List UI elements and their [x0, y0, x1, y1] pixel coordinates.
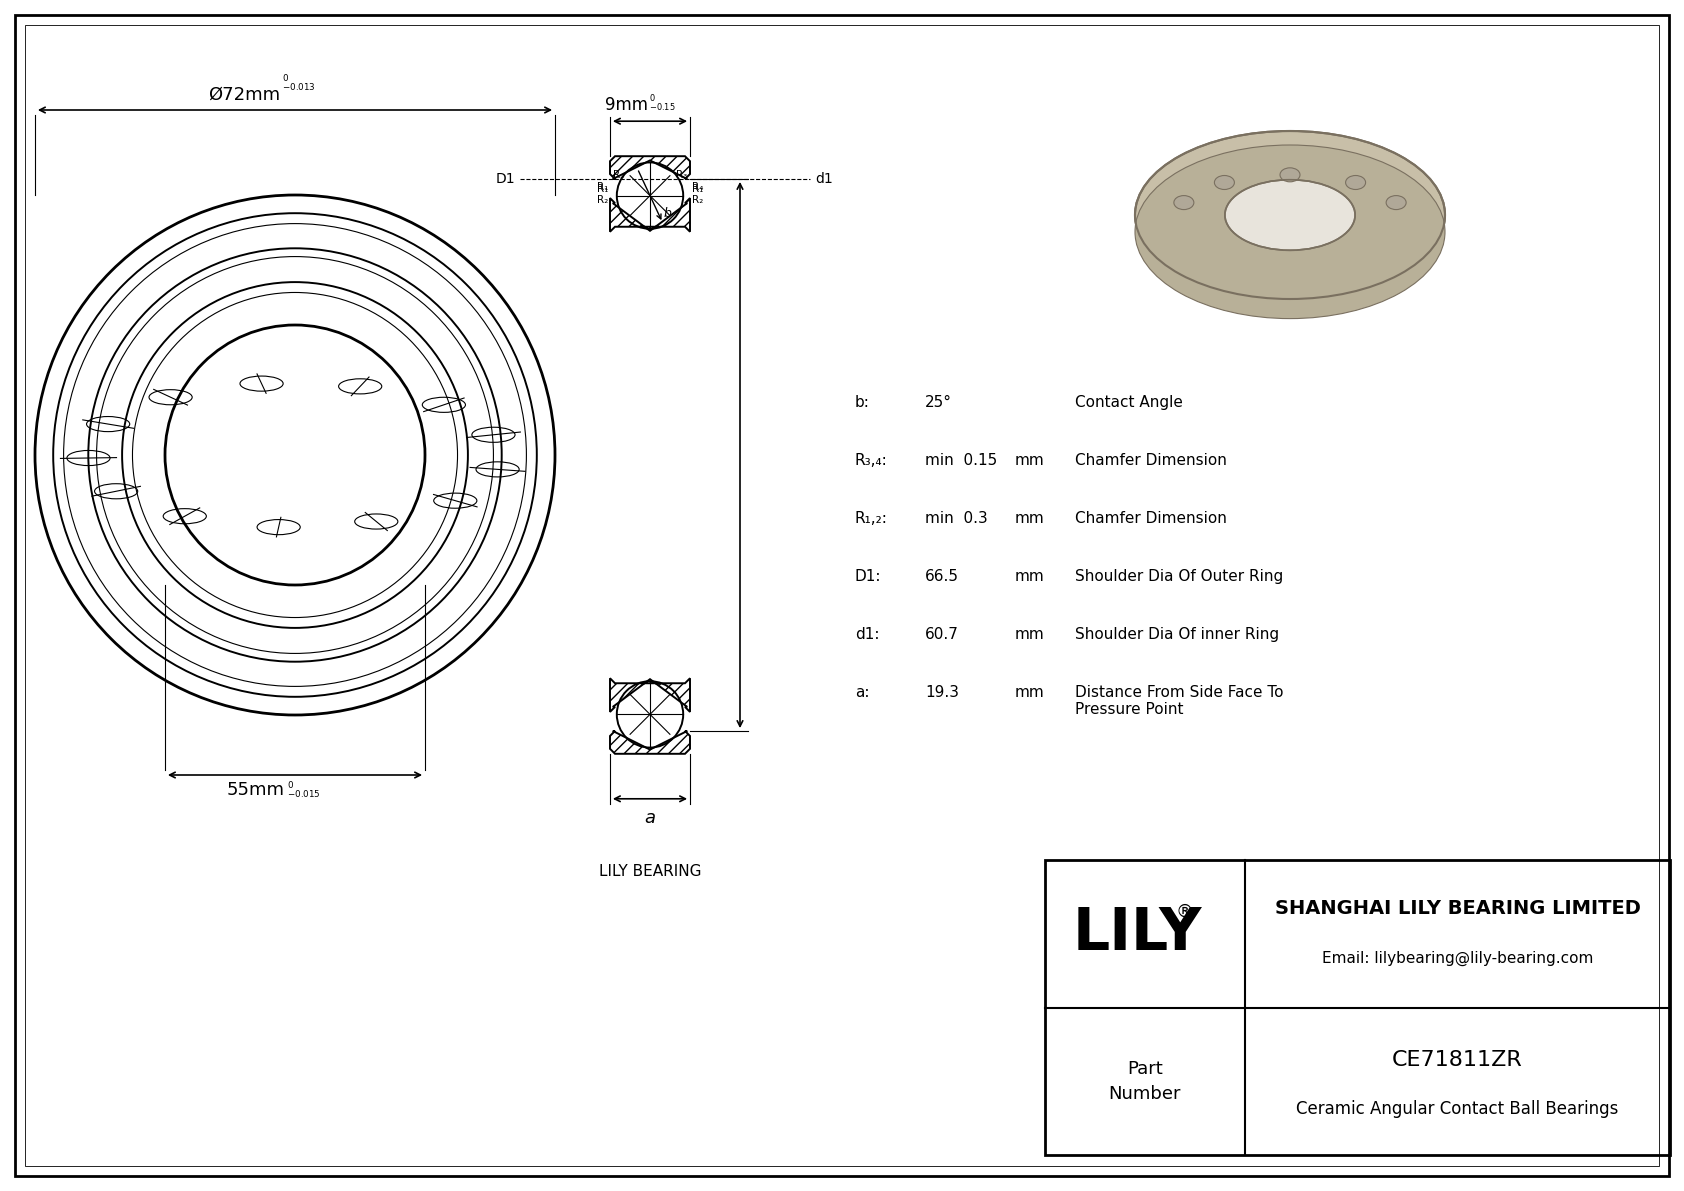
Text: Ceramic Angular Contact Ball Bearings: Ceramic Angular Contact Ball Bearings [1297, 1100, 1618, 1118]
Text: LILY: LILY [1073, 905, 1202, 962]
Text: R₄: R₄ [692, 182, 704, 192]
Text: mm: mm [1015, 569, 1044, 584]
Text: d1: d1 [815, 172, 834, 186]
Polygon shape [610, 731, 690, 754]
Text: 9mm: 9mm [605, 96, 648, 114]
Ellipse shape [1280, 168, 1300, 182]
Text: a:: a: [855, 685, 869, 700]
Text: $^{0}_{-0.015}$: $^{0}_{-0.015}$ [286, 781, 320, 802]
Text: mm: mm [1015, 511, 1044, 526]
Text: Distance From Side Face To
Pressure Point: Distance From Side Face To Pressure Poin… [1074, 685, 1283, 717]
Text: R₂: R₂ [692, 195, 704, 205]
Text: a: a [645, 809, 655, 827]
Text: LILY BEARING: LILY BEARING [600, 863, 701, 879]
Text: Shoulder Dia Of inner Ring: Shoulder Dia Of inner Ring [1074, 626, 1280, 642]
Ellipse shape [1135, 145, 1445, 319]
Text: Part
Number: Part Number [1108, 1060, 1180, 1103]
Text: CE71811ZR: CE71811ZR [1393, 1049, 1522, 1070]
Text: Email: lilybearing@lily-bearing.com: Email: lilybearing@lily-bearing.com [1322, 950, 1593, 966]
Text: SHANGHAI LILY BEARING LIMITED: SHANGHAI LILY BEARING LIMITED [1275, 898, 1640, 917]
Polygon shape [610, 198, 690, 232]
Ellipse shape [1214, 175, 1234, 189]
Ellipse shape [1135, 131, 1445, 299]
Text: D1: D1 [495, 172, 515, 186]
Text: min  0.15: min 0.15 [925, 453, 997, 468]
Text: Contact Angle: Contact Angle [1074, 395, 1182, 410]
Text: b:: b: [855, 395, 871, 410]
Text: Chamfer Dimension: Chamfer Dimension [1074, 511, 1228, 526]
Text: $^{0}_{-0.15}$: $^{0}_{-0.15}$ [648, 94, 675, 114]
Ellipse shape [1386, 195, 1406, 210]
Text: 55mm: 55mm [227, 781, 285, 799]
Text: R₁,₂:: R₁,₂: [855, 511, 887, 526]
Text: min  0.3: min 0.3 [925, 511, 989, 526]
Text: mm: mm [1015, 453, 1044, 468]
Text: R₁: R₁ [596, 185, 608, 194]
Text: mm: mm [1015, 626, 1044, 642]
Text: R₂: R₂ [613, 170, 625, 180]
Polygon shape [610, 156, 690, 179]
Text: b: b [663, 207, 672, 220]
Text: 19.3: 19.3 [925, 685, 958, 700]
Bar [1046, 860, 1671, 1155]
Text: R₃,₄:: R₃,₄: [855, 453, 887, 468]
Text: ®: ® [1175, 903, 1194, 921]
Text: R₁: R₁ [692, 185, 704, 194]
Text: d1:: d1: [855, 626, 879, 642]
Text: Chamfer Dimension: Chamfer Dimension [1074, 453, 1228, 468]
Text: Ø72mm: Ø72mm [207, 86, 280, 104]
Text: R₁: R₁ [596, 182, 608, 192]
Polygon shape [610, 678, 690, 712]
Text: 60.7: 60.7 [925, 626, 958, 642]
Ellipse shape [1224, 180, 1356, 250]
Text: R₂: R₂ [596, 195, 608, 205]
Text: 66.5: 66.5 [925, 569, 958, 584]
Text: mm: mm [1015, 685, 1044, 700]
Text: 25°: 25° [925, 395, 951, 410]
Ellipse shape [1346, 175, 1366, 189]
Text: R₃: R₃ [675, 170, 687, 180]
Text: Shoulder Dia Of Outer Ring: Shoulder Dia Of Outer Ring [1074, 569, 1283, 584]
Text: D1:: D1: [855, 569, 881, 584]
Ellipse shape [1174, 195, 1194, 210]
Text: $^{0}_{-0.013}$: $^{0}_{-0.013}$ [281, 74, 317, 94]
